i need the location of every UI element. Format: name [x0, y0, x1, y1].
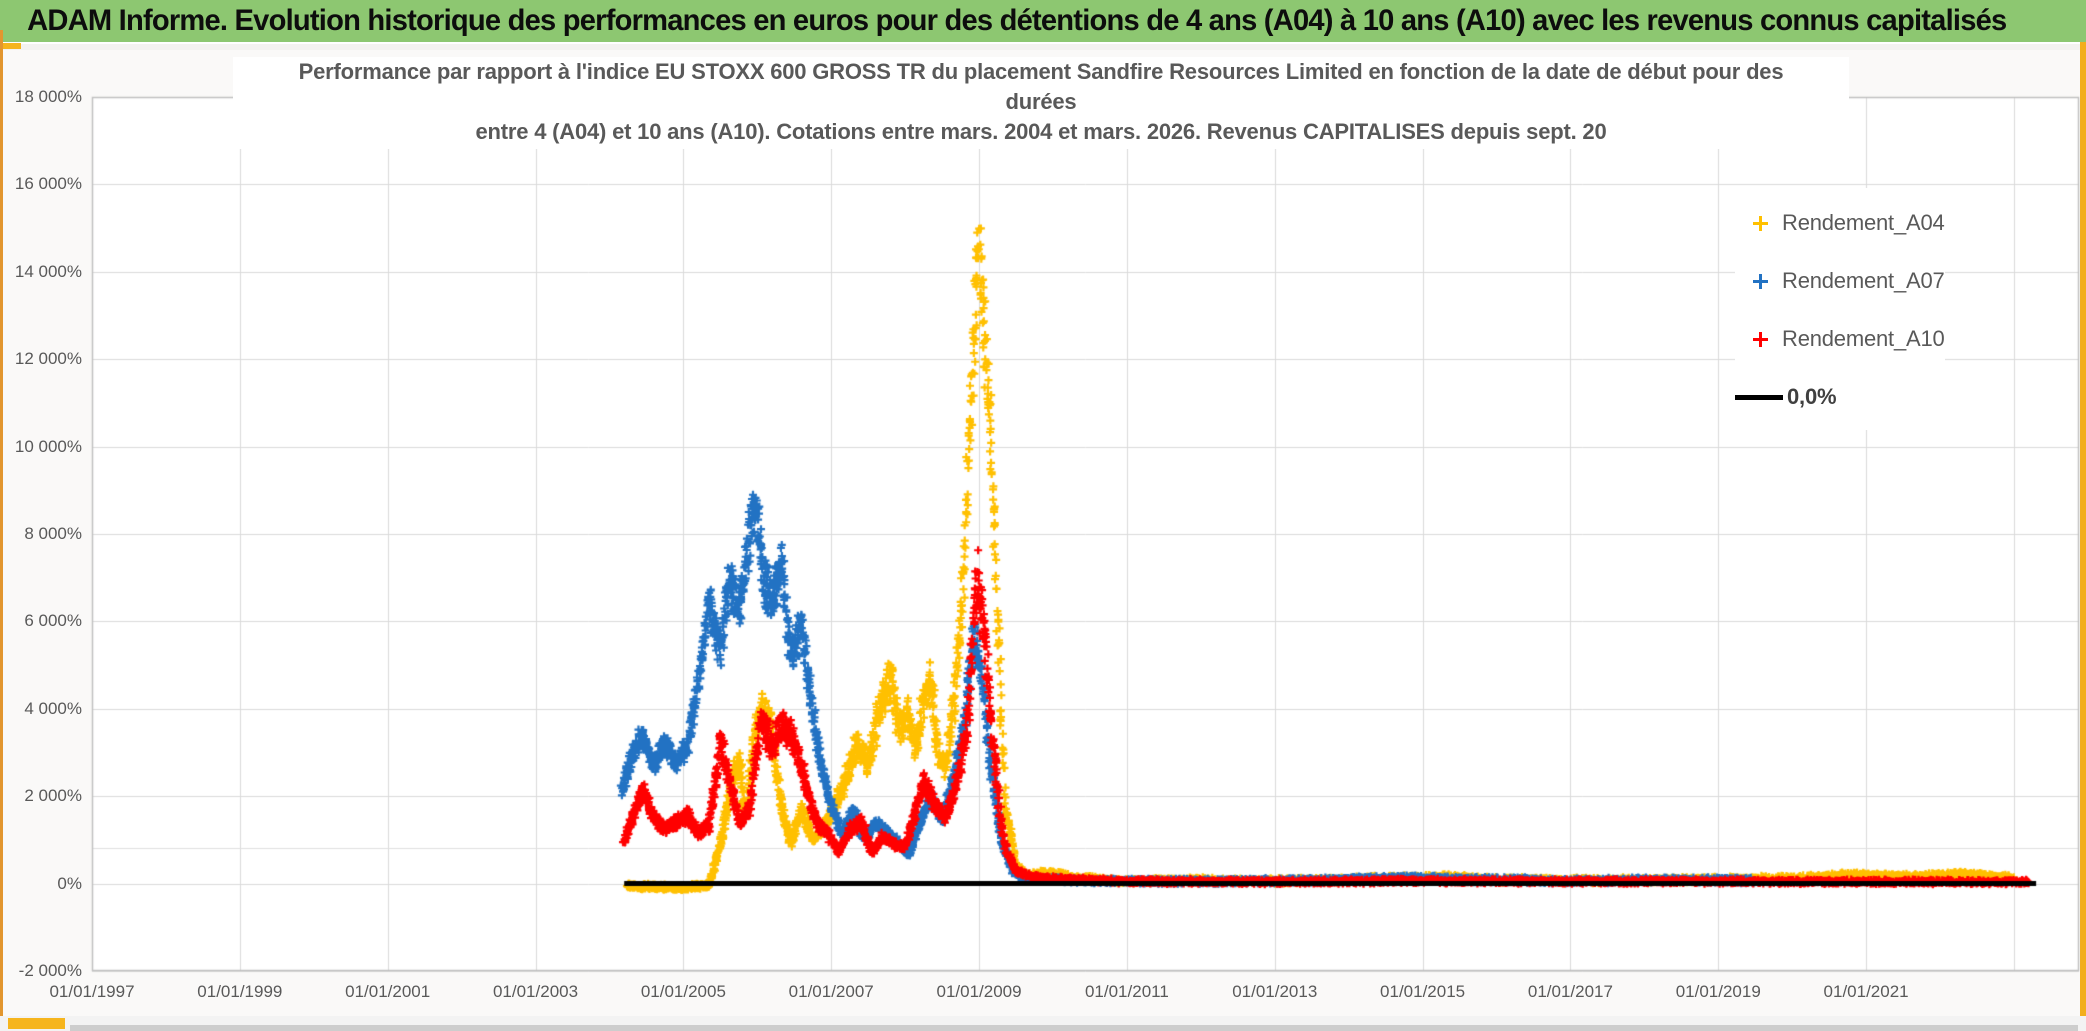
y-axis-tick-label: -2 000%: [18, 961, 82, 980]
x-axis-tick-label: 01/01/2013: [1232, 982, 1318, 1001]
legend-label: 0,0%: [1787, 384, 1837, 409]
y-axis-tick-label: 2 000%: [24, 786, 82, 806]
legend-label: Rendement_A10: [1782, 326, 1945, 351]
x-axis-tick-label: 01/01/2005: [640, 982, 726, 1001]
chart-title-line1: Performance par rapport à l'indice EU ST…: [298, 59, 1784, 84]
y-axis-tick-label: 8 000%: [24, 524, 82, 543]
y-axis-tick-label: 18 000%: [14, 87, 82, 106]
x-axis-tick-label: 01/01/1999: [197, 982, 283, 1001]
chart-title: Performance par rapport à l'indice EU ST…: [233, 57, 1849, 149]
x-axis-tick-label: 01/01/2015: [1380, 982, 1466, 1001]
legend-line-icon: [1735, 394, 1783, 400]
legend-plus-icon: [1753, 215, 1768, 231]
chart-title-line2: durées: [1005, 89, 1077, 114]
legend-label: Rendement_A04: [1782, 210, 1945, 235]
legend-item-0-0-[interactable]: 0,0%: [1735, 368, 1945, 426]
legend-plus-icon: [1753, 331, 1768, 347]
chart-title-line3: entre 4 (A04) et 10 ans (A10). Cotations…: [475, 119, 1607, 144]
x-axis-tick-label: 01/01/2019: [1675, 982, 1761, 1001]
legend-label: Rendement_A07: [1782, 268, 1945, 293]
x-axis-tick-label: 01/01/2001: [345, 982, 431, 1001]
y-axis-tick-label: 6 000%: [24, 611, 82, 631]
x-axis-tick-label: 01/01/2011: [1084, 982, 1169, 1001]
y-axis-tick-label: 14 000%: [14, 261, 82, 281]
x-axis-tick-label: 01/01/2007: [788, 982, 874, 1001]
y-axis-tick-label: 4 000%: [24, 698, 82, 718]
x-axis-tick-label: 01/01/1997: [49, 982, 135, 1001]
y-axis-tick-label: 12 000%: [14, 349, 82, 369]
horizontal-scrollbar-shadow: [70, 1025, 2078, 1031]
x-axis-tick-label: 01/01/2003: [492, 982, 579, 1001]
y-axis-tick-label: 0%: [57, 873, 82, 893]
y-axis-tick-label: 10 000%: [14, 436, 82, 456]
legend: Rendement_A04 Rendement_A07 Rendement_A10 0…: [1735, 188, 1945, 430]
x-axis-tick-label: 01/01/2021: [1823, 982, 1909, 1001]
legend-item-rendement-a04[interactable]: Rendement_A04: [1735, 194, 1945, 252]
legend-item-rendement-a07[interactable]: Rendement_A07: [1735, 252, 1945, 310]
horizontal-scrollbar-thumb[interactable]: [8, 1018, 65, 1029]
legend-plus-icon: [1753, 273, 1768, 289]
legend-item-rendement-a10[interactable]: Rendement_A10: [1735, 310, 1945, 368]
y-axis-tick-label: 16 000%: [14, 174, 82, 194]
x-axis-tick-label: 01/01/2009: [936, 982, 1022, 1001]
x-axis-tick-label: 01/01/2017: [1527, 982, 1613, 1001]
